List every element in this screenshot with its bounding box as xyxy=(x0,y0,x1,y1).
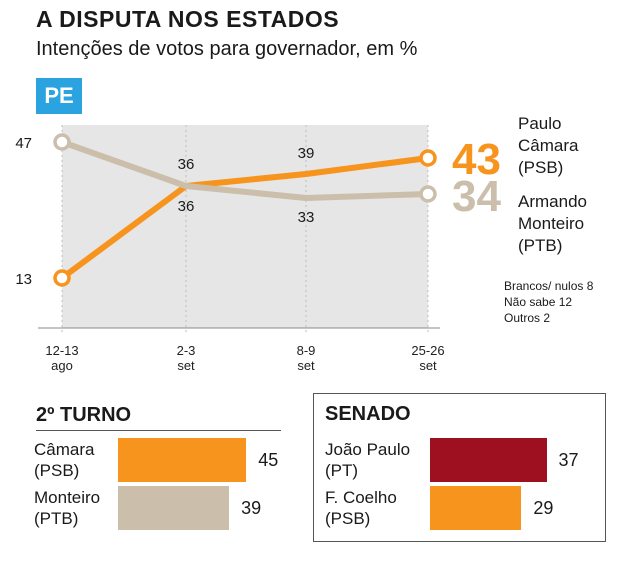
senate-title: SENADO xyxy=(325,403,411,425)
x-tick-label: set xyxy=(177,358,195,373)
data-point xyxy=(419,185,437,203)
bar xyxy=(430,486,522,530)
series-line-0 xyxy=(59,155,431,281)
final-value-label: 34 xyxy=(452,172,501,221)
bar-value-label: 45 xyxy=(258,450,279,470)
poll-notes: Brancos/ nulos 8 Não sabe 12 Outros 2 xyxy=(504,278,593,326)
senate-box xyxy=(313,393,606,542)
series-line-1 xyxy=(59,139,431,201)
x-tick-label: 12-13 xyxy=(45,343,78,358)
bar xyxy=(430,438,547,482)
state-badge: PE xyxy=(36,78,82,114)
note-nao-sabe: Não sabe 12 xyxy=(504,295,573,309)
x-tick-label: set xyxy=(419,358,437,373)
x-tick-label: 2-3 xyxy=(177,343,196,358)
bar-category-label: F. Coelho (PSB) xyxy=(325,488,397,528)
chart-title: A DISPUTA NOS ESTADOS xyxy=(36,6,340,32)
data-label: 39 xyxy=(298,145,315,162)
bar-value-label: 39 xyxy=(241,498,262,518)
x-tick-label: ago xyxy=(51,358,73,373)
x-tick-label: 25-26 xyxy=(411,343,444,358)
plot-area xyxy=(62,125,428,328)
bar-category-label: João Paulo (PT) xyxy=(325,440,411,480)
data-label: 33 xyxy=(298,209,315,226)
bar-value-label: 29 xyxy=(533,498,554,518)
note-outros: Outros 2 xyxy=(504,311,551,325)
bar xyxy=(118,486,230,530)
bar-category-label: Câmara (PSB) xyxy=(34,440,95,480)
x-tick-label: 8-9 xyxy=(297,343,316,358)
data-label: 47 xyxy=(15,135,32,152)
data-label: 36 xyxy=(178,198,195,215)
data-label: 13 xyxy=(15,271,32,288)
data-label: 36 xyxy=(178,156,195,173)
bar xyxy=(118,438,247,482)
note-brancos-nulos: Brancos/ nulos 8 xyxy=(504,279,594,293)
x-tick-label: set xyxy=(297,358,315,373)
data-point xyxy=(419,149,437,167)
data-point xyxy=(53,269,71,287)
bar-category-label: Monteiro (PTB) xyxy=(34,488,101,528)
bar-value-label: 37 xyxy=(558,450,579,470)
chart-subtitle: Intenções de votos para governador, em % xyxy=(36,38,418,60)
legend-camara-name: Paulo Câmara (PSB) xyxy=(518,114,579,177)
second-round-title: 2º TURNO xyxy=(36,404,132,426)
legend-monteiro-name: Armando Monteiro (PTB) xyxy=(518,192,587,255)
second-round-divider xyxy=(36,430,281,431)
data-point xyxy=(53,133,71,151)
final-value-label: 43 xyxy=(452,135,501,184)
